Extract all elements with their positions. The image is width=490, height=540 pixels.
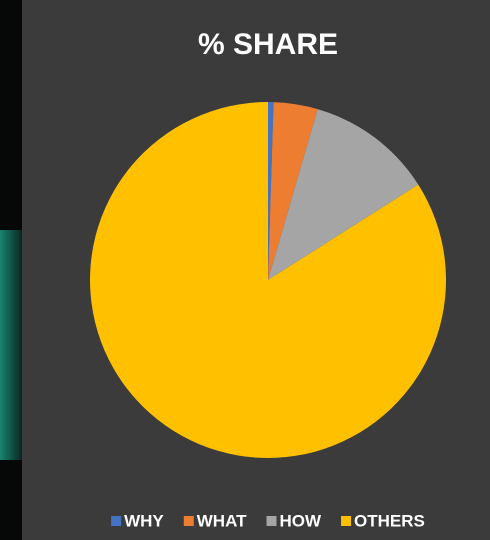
legend-swatch — [267, 516, 277, 526]
backdrop-glow — [0, 230, 22, 460]
legend-label: WHY — [124, 511, 164, 530]
legend-label: WHAT — [197, 511, 247, 530]
pie — [90, 102, 446, 458]
legend-swatch — [341, 516, 351, 526]
chart-title: % SHARE — [198, 28, 338, 61]
legend-swatch — [184, 516, 194, 526]
legend-swatch — [111, 516, 121, 526]
legend-label: HOW — [280, 511, 323, 530]
legend-label: OTHERS — [354, 511, 425, 530]
screenshot: % SHARE WHY WHAT HOW OTHERS — [0, 0, 490, 540]
